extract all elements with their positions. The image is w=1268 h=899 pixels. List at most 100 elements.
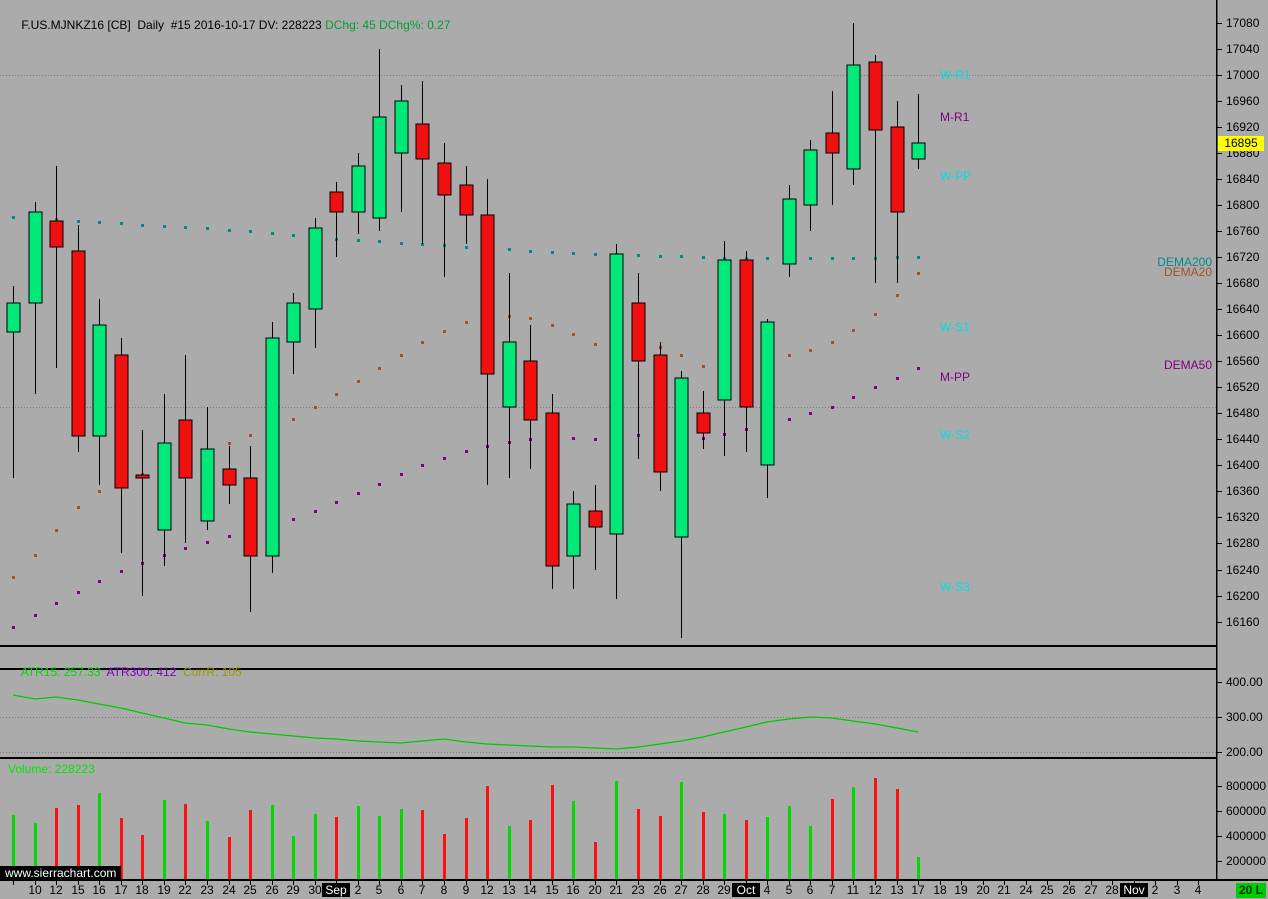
volume-bar	[120, 818, 123, 879]
dema50-dot	[335, 501, 338, 504]
date-tick-label: 30	[308, 883, 322, 897]
candle-body	[717, 259, 732, 401]
region-divider	[0, 645, 1216, 647]
date-tick-label: 6	[807, 883, 814, 897]
date-tick-label: 12	[868, 883, 882, 897]
date-tick-label: 20	[976, 883, 990, 897]
dema20-dot	[400, 354, 403, 357]
dema200-dot	[831, 257, 834, 260]
dema20-dot	[852, 329, 855, 332]
dema50-dot	[896, 377, 899, 380]
dema50-dot	[594, 438, 597, 441]
label-w-s3: W-S3	[940, 580, 970, 594]
price-tick-label: 16520	[1226, 380, 1260, 394]
dema200-dot	[702, 256, 705, 259]
dema200-dot	[98, 221, 101, 224]
candle-body	[415, 123, 430, 160]
candle-body	[92, 324, 107, 437]
dema200-dot	[680, 255, 683, 258]
atr-tick-label: 300.00	[1226, 710, 1263, 724]
label-w-s2: W-S2	[940, 428, 970, 442]
date-tick-label: 28	[1105, 883, 1119, 897]
volume-bar	[163, 800, 166, 879]
candle-body	[114, 354, 129, 489]
dema20-dot	[702, 365, 705, 368]
candle-body	[609, 253, 624, 535]
volume-bar	[766, 817, 769, 879]
dema20-dot	[378, 367, 381, 370]
dema20-dot	[831, 341, 834, 344]
date-tick-label: 14	[523, 883, 537, 897]
candle-body	[631, 302, 646, 362]
candle-body	[28, 211, 43, 304]
dema50-dot	[809, 412, 812, 415]
price-tick-label: 16960	[1226, 94, 1260, 108]
candle-body	[868, 61, 883, 131]
dema50-dot	[874, 386, 877, 389]
dema200-dot	[508, 248, 511, 251]
candle-body	[890, 126, 905, 213]
volume-bar	[615, 781, 618, 879]
volume-study-value: Volume: 228223	[8, 762, 95, 776]
dema50-dot	[421, 464, 424, 467]
volume-bar	[723, 814, 726, 879]
volume-bar	[852, 787, 855, 879]
candle-body	[243, 477, 258, 557]
date-tick-label: 4	[764, 883, 771, 897]
sierrachart-watermark: www.sierrachart.com	[0, 866, 122, 881]
candle-body	[782, 198, 797, 265]
candle-body	[329, 191, 344, 213]
date-tick-label: 2	[1152, 883, 1159, 897]
volume-bar	[831, 799, 834, 879]
volume-bar	[378, 816, 381, 879]
date-tick-label: 19	[157, 883, 171, 897]
price-tick-label: 16920	[1226, 120, 1260, 134]
volume-bar	[271, 805, 274, 879]
candle-body	[566, 503, 581, 557]
price-axis-line[interactable]	[1216, 0, 1218, 881]
volume-bar	[292, 836, 295, 879]
volume-tick-label: 600000	[1226, 804, 1266, 818]
volume-bar	[702, 812, 705, 879]
volume-bar	[594, 842, 597, 879]
candle-body	[502, 341, 517, 408]
price-tick-label: 16280	[1226, 536, 1260, 550]
label-w-s1: W-S1	[940, 320, 970, 334]
candle-body	[480, 214, 495, 375]
volume-bar	[314, 814, 317, 879]
dema20-dot	[357, 380, 360, 383]
dema200-dot	[228, 229, 231, 232]
candle-body	[265, 337, 280, 557]
dema20-dot	[809, 349, 812, 352]
label-m-pp: M-PP	[940, 370, 970, 384]
dema50-dot	[788, 418, 791, 421]
date-tick-label: 29	[717, 883, 731, 897]
dema20-dot	[34, 554, 37, 557]
date-tick-label: 16	[92, 883, 106, 897]
dema200-dot	[77, 220, 80, 223]
dema20-dot	[874, 313, 877, 316]
date-tick-label: 9	[463, 883, 470, 897]
dema20-dot	[228, 442, 231, 445]
price-tick-label: 16600	[1226, 328, 1260, 342]
chart-title-bar: F.US.MJNKZ16 [CB] Daily #15 2016-10-17 D…	[8, 3, 450, 48]
label-w-r1: W-R1	[940, 68, 971, 82]
date-tick-label: 24	[222, 883, 236, 897]
dema50-dot	[120, 570, 123, 573]
candle-body	[71, 250, 86, 437]
candle-body	[200, 448, 215, 522]
dema200-dot	[421, 243, 424, 246]
candle-body	[739, 259, 754, 408]
candle-body	[49, 220, 64, 248]
candle-body	[523, 360, 538, 421]
date-tick-label: 12	[49, 883, 63, 897]
date-tick-label: 18	[135, 883, 149, 897]
candle-body	[696, 412, 711, 434]
month-label-bg	[1120, 883, 1148, 897]
candle-body	[178, 419, 193, 479]
price-tick-label: 16560	[1226, 354, 1260, 368]
dema200-dot	[637, 254, 640, 257]
dema50-dot	[292, 518, 295, 521]
symbol-info: F.US.MJNKZ16 [CB] Daily #15 2016-10-17 D…	[21, 18, 322, 32]
